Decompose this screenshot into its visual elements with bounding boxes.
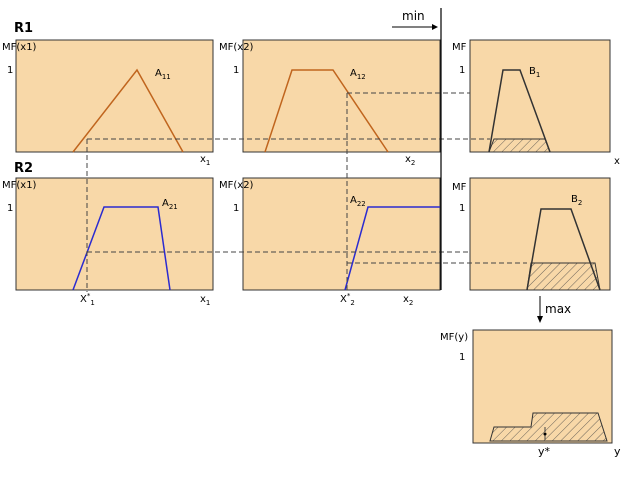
set-label: A22 bbox=[350, 195, 366, 208]
arrow-head bbox=[537, 316, 543, 323]
text-part: 1 bbox=[206, 159, 210, 167]
panel bbox=[242, 39, 441, 153]
var-label: X*1 bbox=[80, 292, 95, 307]
mf-a21 bbox=[72, 206, 171, 291]
axis-title: MF(x1) bbox=[2, 42, 37, 53]
text-part: B bbox=[571, 194, 578, 205]
clipped-b1 bbox=[488, 138, 551, 153]
text-part: 1 bbox=[536, 71, 540, 79]
text-part: x bbox=[403, 294, 409, 305]
panels bbox=[15, 39, 613, 444]
text-part: X bbox=[340, 294, 347, 305]
axis-title: MF(x1) bbox=[2, 180, 37, 191]
axis-title: MF(x2) bbox=[219, 180, 254, 191]
panel bbox=[15, 177, 214, 291]
text-part: X bbox=[80, 294, 87, 305]
set-label: B2 bbox=[571, 194, 582, 207]
axis-title: MF(y) bbox=[440, 332, 468, 343]
min-label: min bbox=[402, 9, 425, 23]
axis-title: MF bbox=[452, 42, 467, 53]
var-label: x2 bbox=[405, 154, 415, 167]
text-part: 1 bbox=[206, 299, 210, 307]
text-part: * bbox=[347, 292, 351, 300]
mf-a22 bbox=[344, 206, 440, 291]
text-part: A bbox=[162, 198, 169, 209]
one-label: 1 bbox=[7, 203, 13, 214]
text-part: 12 bbox=[357, 73, 366, 81]
text-part: 22 bbox=[357, 200, 366, 208]
mf-b1 bbox=[488, 69, 551, 153]
set-label: A12 bbox=[350, 68, 366, 81]
var-label: x2 bbox=[403, 294, 413, 307]
dot bbox=[543, 432, 547, 436]
one-label: 1 bbox=[459, 203, 465, 214]
panel bbox=[242, 177, 441, 291]
one-label: 1 bbox=[7, 65, 13, 76]
var-label: X*2 bbox=[340, 292, 355, 307]
one-label: 1 bbox=[459, 65, 465, 76]
axis-title: MF(x2) bbox=[219, 42, 254, 53]
clipped-b2 bbox=[526, 262, 601, 291]
text-part: 2 bbox=[409, 299, 413, 307]
var-label: x bbox=[614, 156, 620, 167]
text-part: x bbox=[405, 154, 411, 165]
aggregated-output bbox=[489, 412, 608, 442]
set-label: B1 bbox=[529, 66, 540, 79]
mf-a11 bbox=[72, 68, 184, 153]
text-part: x bbox=[200, 294, 206, 305]
one-label: 1 bbox=[233, 203, 239, 214]
text-part: 2 bbox=[350, 299, 354, 307]
text-part: 1 bbox=[90, 299, 94, 307]
panel bbox=[469, 39, 611, 153]
text-part: 21 bbox=[169, 203, 178, 211]
one-label: 1 bbox=[459, 352, 465, 363]
rule-label: R2 bbox=[14, 161, 33, 176]
text-part: 2 bbox=[411, 159, 415, 167]
arrow-head bbox=[432, 24, 438, 30]
text-part: x bbox=[200, 154, 206, 165]
text-part: B bbox=[529, 66, 536, 77]
text-part: A bbox=[155, 68, 162, 79]
max-label: max bbox=[545, 302, 571, 316]
mf-a12 bbox=[264, 69, 389, 153]
axis-title: MF bbox=[452, 182, 467, 193]
var-label: x1 bbox=[200, 154, 210, 167]
text-part: A bbox=[350, 195, 357, 206]
set-label: A11 bbox=[155, 68, 171, 81]
text-part: A bbox=[350, 68, 357, 79]
one-label: 1 bbox=[233, 65, 239, 76]
text-part: * bbox=[87, 292, 91, 300]
rule-label: R1 bbox=[14, 21, 33, 36]
var-label: y* bbox=[538, 445, 551, 458]
panel bbox=[15, 39, 214, 153]
mf-b2 bbox=[526, 208, 601, 291]
one-labels: 1 1 1 1 1 1 1 bbox=[7, 65, 465, 363]
text-part: 11 bbox=[162, 73, 171, 81]
text-part: 2 bbox=[578, 199, 582, 207]
set-label: A21 bbox=[162, 198, 178, 211]
var-label: y bbox=[614, 445, 621, 458]
var-label: x1 bbox=[200, 294, 210, 307]
